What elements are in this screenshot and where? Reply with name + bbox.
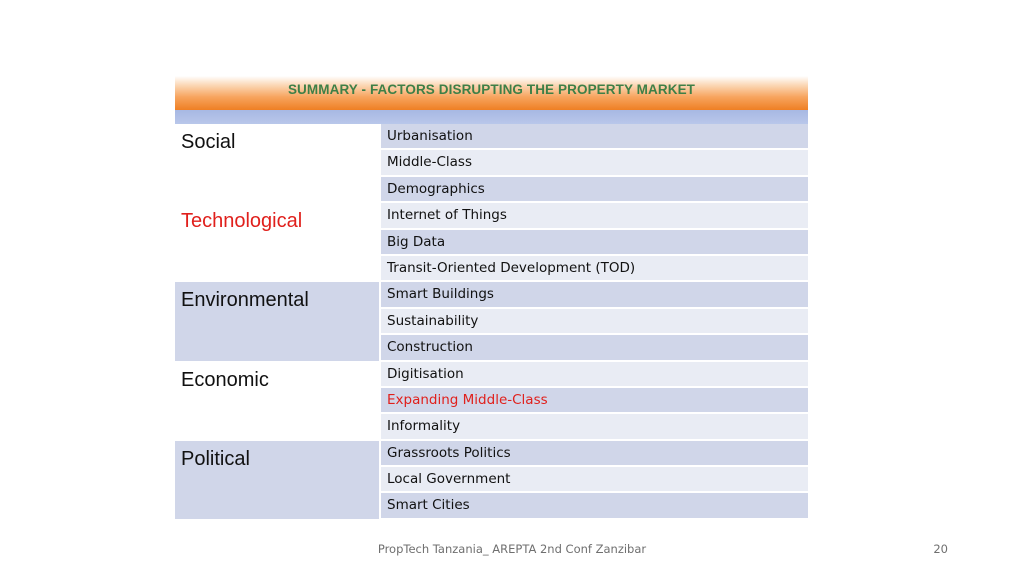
table-row: Internet of Things	[381, 203, 808, 230]
category-label-environmental: Environmental	[175, 282, 381, 362]
table-row: Local Government	[381, 467, 808, 494]
table-row: Smart Cities	[381, 493, 808, 520]
item-list-political: Grassroots Politics Local Government Sma…	[381, 440, 808, 520]
title-banner: SUMMARY - FACTORS DISRUPTING THE PROPERT…	[175, 76, 808, 110]
page-number: 20	[933, 542, 948, 556]
table-row: Sustainability	[381, 308, 808, 336]
slide-title: SUMMARY - FACTORS DISRUPTING THE PROPERT…	[287, 82, 696, 97]
item-list-technological: Internet of Things Big Data Transit-Orie…	[381, 203, 808, 283]
table-row: Construction	[381, 335, 808, 362]
table-group-social: Social Urbanisation Middle-Class Demogra…	[175, 124, 808, 204]
category-label-social: Social	[175, 124, 381, 204]
table-row: Smart Buildings	[381, 282, 808, 309]
table-row: Digitisation	[381, 361, 808, 388]
category-label-economic: Economic	[175, 361, 381, 441]
table-group-economic: Economic Digitisation Expanding Middle-C…	[175, 361, 808, 441]
table-group-environmental: Environmental Smart Buildings Sustainabi…	[175, 282, 808, 362]
table-row: Demographics	[381, 176, 808, 204]
item-list-social: Urbanisation Middle-Class Demographics	[381, 124, 808, 204]
category-label-political: Political	[175, 440, 381, 520]
table-row: Expanding Middle-Class	[381, 387, 808, 415]
table-row: Urbanisation	[381, 124, 808, 151]
table-row: Transit-Oriented Development (TOD)	[381, 255, 808, 283]
header-band	[175, 110, 808, 124]
table-row: Informality	[381, 414, 808, 441]
factors-table: Social Urbanisation Middle-Class Demogra…	[175, 124, 808, 520]
table-row: Grassroots Politics	[381, 440, 808, 468]
table-row: Big Data	[381, 229, 808, 256]
category-label-technological: Technological	[175, 203, 381, 283]
table-row: Middle-Class	[381, 150, 808, 177]
item-list-economic: Digitisation Expanding Middle-Class Info…	[381, 361, 808, 441]
slide-footer: PropTech Tanzania_ AREPTA 2nd Conf Zanzi…	[377, 542, 647, 556]
item-list-environmental: Smart Buildings Sustainability Construct…	[381, 282, 808, 362]
table-group-political: Political Grassroots Politics Local Gove…	[175, 440, 808, 520]
table-group-technological: Technological Internet of Things Big Dat…	[175, 203, 808, 283]
